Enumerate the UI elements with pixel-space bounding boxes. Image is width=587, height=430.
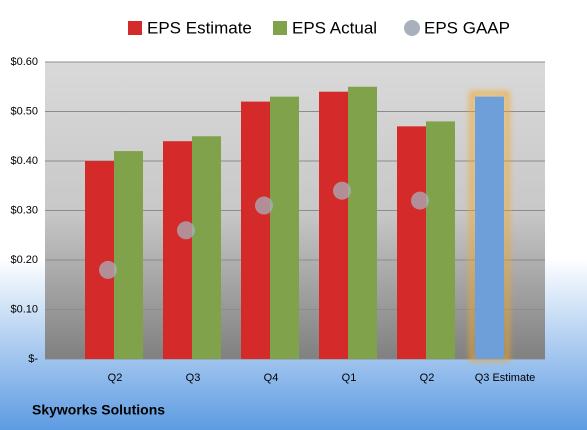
x-tick-label: Q2 [420, 372, 435, 384]
legend-marker [273, 21, 287, 35]
legend-label: EPS Actual [292, 18, 377, 37]
x-tick-label: Q2 [108, 372, 123, 384]
gaap-marker [411, 191, 429, 210]
y-tick-label: $0.30 [10, 204, 38, 216]
bar [163, 141, 192, 359]
x-tick-label: Q1 [342, 372, 357, 384]
x-tick-label: Q3 [186, 372, 201, 384]
x-tick-label: Q3 Estimate [475, 372, 536, 384]
bar [192, 136, 221, 359]
legend-label: EPS Estimate [147, 18, 252, 37]
gaap-marker [333, 181, 351, 200]
bar [426, 121, 455, 360]
bar [85, 161, 114, 359]
y-tick-label: $- [28, 353, 38, 365]
gaap-marker [177, 221, 195, 240]
bar [270, 96, 299, 360]
bar [319, 91, 348, 359]
footer: Skyworks Solutions [32, 402, 165, 418]
bar [114, 151, 143, 359]
y-tick-label: $0.40 [10, 155, 38, 167]
legend-label: EPS GAAP [424, 18, 510, 37]
bar [475, 96, 504, 360]
bar [241, 101, 270, 359]
legend-marker [404, 20, 420, 36]
x-tick-label: Q4 [264, 372, 279, 384]
gaap-marker [255, 196, 273, 215]
y-tick-label: $0.50 [10, 105, 38, 117]
y-tick-label: $0.10 [10, 303, 38, 315]
gaap-marker [99, 260, 117, 279]
y-tick-label: $0.60 [10, 56, 38, 68]
bar [348, 86, 377, 359]
bar [397, 126, 426, 359]
legend-marker [128, 21, 142, 35]
y-tick-label: $0.20 [10, 254, 38, 266]
